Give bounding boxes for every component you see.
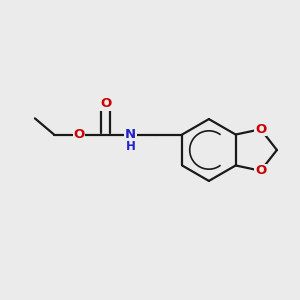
Text: O: O (74, 128, 85, 141)
Text: O: O (255, 123, 266, 136)
Text: N: N (125, 128, 136, 141)
Text: H: H (126, 140, 136, 153)
Text: O: O (255, 164, 266, 177)
Text: O: O (100, 97, 111, 110)
